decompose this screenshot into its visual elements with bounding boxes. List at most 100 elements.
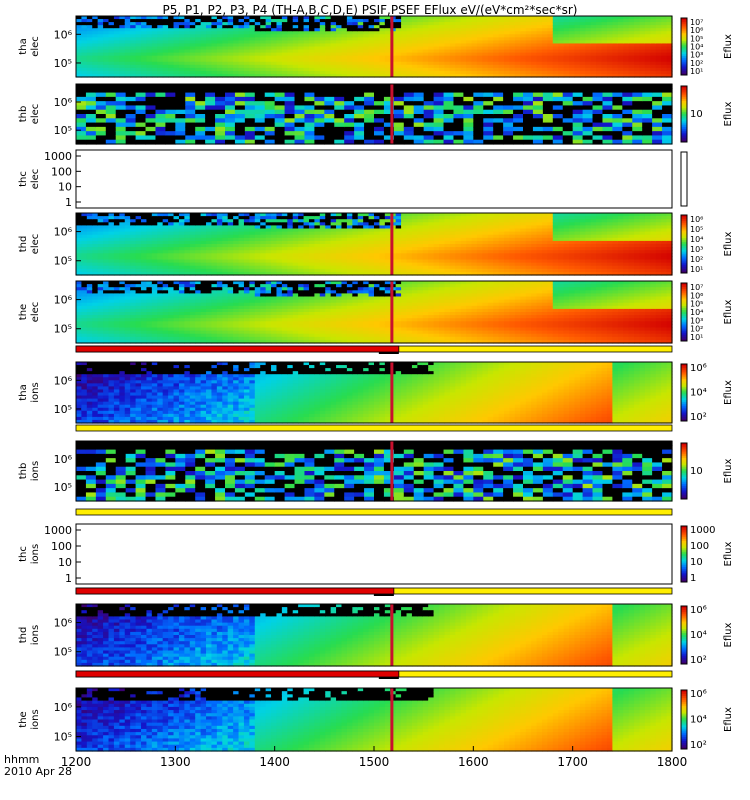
spectrogram-cell: [401, 46, 408, 51]
spectrogram-cell: [585, 37, 592, 41]
spectrogram-cell: [666, 16, 673, 20]
spectrogram-cell: [363, 52, 370, 57]
spectrogram-cell: [298, 25, 305, 29]
spectrogram-cell: [216, 31, 223, 35]
spectrogram-cell: [155, 118, 166, 124]
spectrogram-cell: [466, 73, 473, 78]
spectrogram-cell: [265, 70, 272, 75]
spectrogram-cell: [103, 28, 110, 32]
spectrogram-cell: [108, 67, 115, 72]
spectrogram-cell: [178, 259, 185, 264]
spectrogram-cell: [211, 25, 218, 29]
spectrogram-cell: [422, 22, 429, 26]
spectrogram-cell: [233, 70, 240, 75]
spectrogram-cell: [357, 70, 364, 75]
spectrogram-cell: [428, 28, 435, 32]
spectrogram-cell: [155, 114, 166, 119]
spectrogram-cell: [628, 22, 635, 26]
spectrogram-cell: [276, 67, 283, 72]
spectrogram-cell: [644, 31, 651, 35]
spectrogram-cell: [444, 61, 451, 66]
spectrogram-cell: [504, 73, 511, 78]
spectrogram-cell: [108, 247, 115, 251]
spectrogram-cell: [135, 262, 142, 267]
spectrogram-cell: [124, 256, 131, 261]
spectrogram-cell: [264, 118, 276, 124]
spectrogram-cell: [634, 73, 641, 78]
spectrogram-cell: [344, 135, 355, 141]
spectrogram-cell: [368, 31, 375, 35]
spectrogram-cell: [76, 240, 83, 245]
spectrogram-cell: [76, 22, 83, 26]
spectrogram-cell: [216, 259, 223, 264]
spectrogram-cell: [411, 34, 418, 38]
spectrogram-cell: [569, 55, 576, 60]
spectrogram-cell: [206, 25, 213, 29]
spectrogram-cell: [319, 58, 326, 63]
spectrogram-cell: [509, 55, 516, 60]
spectrogram-cell: [536, 49, 543, 54]
spectrogram-cell: [135, 16, 142, 20]
spectrogram-cell: [108, 256, 115, 261]
spectrogram-cell: [125, 126, 137, 132]
spectrogram-cell: [95, 84, 107, 89]
spectrogram-cell: [92, 34, 99, 38]
spectrogram-cell: [590, 61, 597, 66]
spectrogram-cell: [379, 25, 386, 29]
spectrogram-cell: [590, 28, 597, 32]
spectrogram-cell: [233, 16, 240, 20]
spectrogram-cell: [308, 22, 315, 26]
spectrogram-cell: [650, 70, 657, 75]
spectrogram-cell: [368, 19, 375, 23]
spectrogram-cell: [238, 37, 245, 41]
spectrogram-cell: [211, 244, 218, 248]
colorbar-step: [681, 50, 687, 53]
spectrogram-cell: [249, 271, 256, 276]
spectrogram-cell: [384, 58, 391, 63]
spectrogram-cell: [354, 114, 365, 119]
spectrogram-cell: [130, 28, 137, 32]
spectrogram-cell: [124, 52, 131, 57]
spectrogram-cell: [260, 73, 267, 78]
spectrogram-cell: [572, 135, 584, 141]
spectrogram-cell: [135, 118, 147, 124]
spectrogram-cell: [439, 34, 446, 38]
spectrogram-cell: [401, 40, 408, 45]
spectrogram-cell: [125, 88, 137, 94]
spectrogram-cell: [227, 247, 234, 251]
spectrogram-cell: [562, 122, 574, 128]
spectrogram-cell: [384, 52, 391, 57]
spectrogram-cell: [433, 55, 440, 60]
spectrogram-cell: [243, 240, 250, 245]
spectrogram-cell: [157, 237, 164, 242]
spectrogram-cell: [108, 234, 115, 239]
spectrogram-cell: [178, 228, 185, 233]
spectrogram-cell: [319, 49, 326, 54]
spectrogram-cell: [476, 55, 483, 60]
spectrogram-cell: [76, 31, 83, 35]
spectrogram-cell: [314, 135, 325, 141]
spectrogram-cell: [233, 240, 240, 245]
spectrogram-cell: [76, 19, 83, 23]
spectrogram-cell: [428, 43, 435, 48]
spectrogram-cell: [541, 70, 548, 75]
spectrogram-cell: [439, 58, 446, 63]
spectrogram-cell: [146, 16, 153, 20]
spectrogram-cell: [234, 126, 246, 132]
spectrogram-cell: [233, 213, 240, 217]
spectrogram-cell: [175, 135, 186, 141]
spectrogram-cell: [105, 131, 117, 137]
spectrogram-cell: [189, 228, 196, 233]
spectrogram-cell: [238, 231, 245, 236]
spectrogram-cell: [532, 135, 544, 141]
spectrogram-cell: [413, 118, 425, 124]
spectrogram-cell: [482, 40, 489, 45]
spectrogram-cell: [81, 256, 88, 261]
spectrogram-cell: [238, 259, 245, 264]
spectrogram-cell: [455, 46, 462, 51]
spectrogram-cell: [422, 52, 429, 57]
spectrogram-cell: [319, 16, 326, 20]
spectrogram-cell: [314, 122, 325, 128]
spectrogram-cell: [601, 16, 608, 20]
